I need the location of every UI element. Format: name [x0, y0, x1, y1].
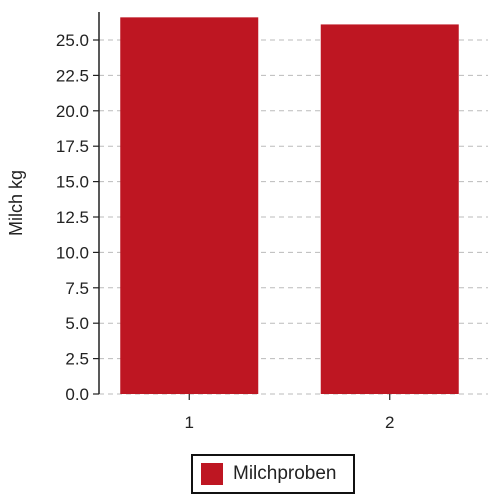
y-tick-label: 15.0: [56, 173, 89, 192]
y-tick-label: 5.0: [65, 314, 89, 333]
bar-2: [320, 24, 459, 394]
x-tick-label: 2: [385, 413, 394, 432]
legend-label-milchproben: Milchproben: [233, 463, 337, 484]
y-tick-label: 2.5: [65, 350, 89, 369]
y-tick-label: 10.0: [56, 243, 89, 262]
legend-swatch: [201, 463, 223, 485]
bars: [120, 17, 459, 395]
y-axis-title: Milch kg: [6, 170, 26, 236]
y-tick-labels: 0.0 2.5 5.0 7.5 10.0 12.5 15.0 17.5 20.0 22.5 25.0: [56, 31, 99, 404]
bar-1: [120, 17, 259, 395]
y-tick-label: 7.5: [65, 279, 89, 298]
y-tick-label: 22.5: [56, 66, 89, 85]
y-tick-label: 25.0: [56, 31, 89, 50]
y-tick-label: 0.0: [65, 385, 89, 404]
x-tick-label: 1: [185, 413, 194, 432]
y-tick-label: 17.5: [56, 137, 89, 156]
legend: Milchproben: [191, 454, 355, 494]
y-tick-label: 20.0: [56, 102, 89, 121]
y-tick-label: 12.5: [56, 208, 89, 227]
